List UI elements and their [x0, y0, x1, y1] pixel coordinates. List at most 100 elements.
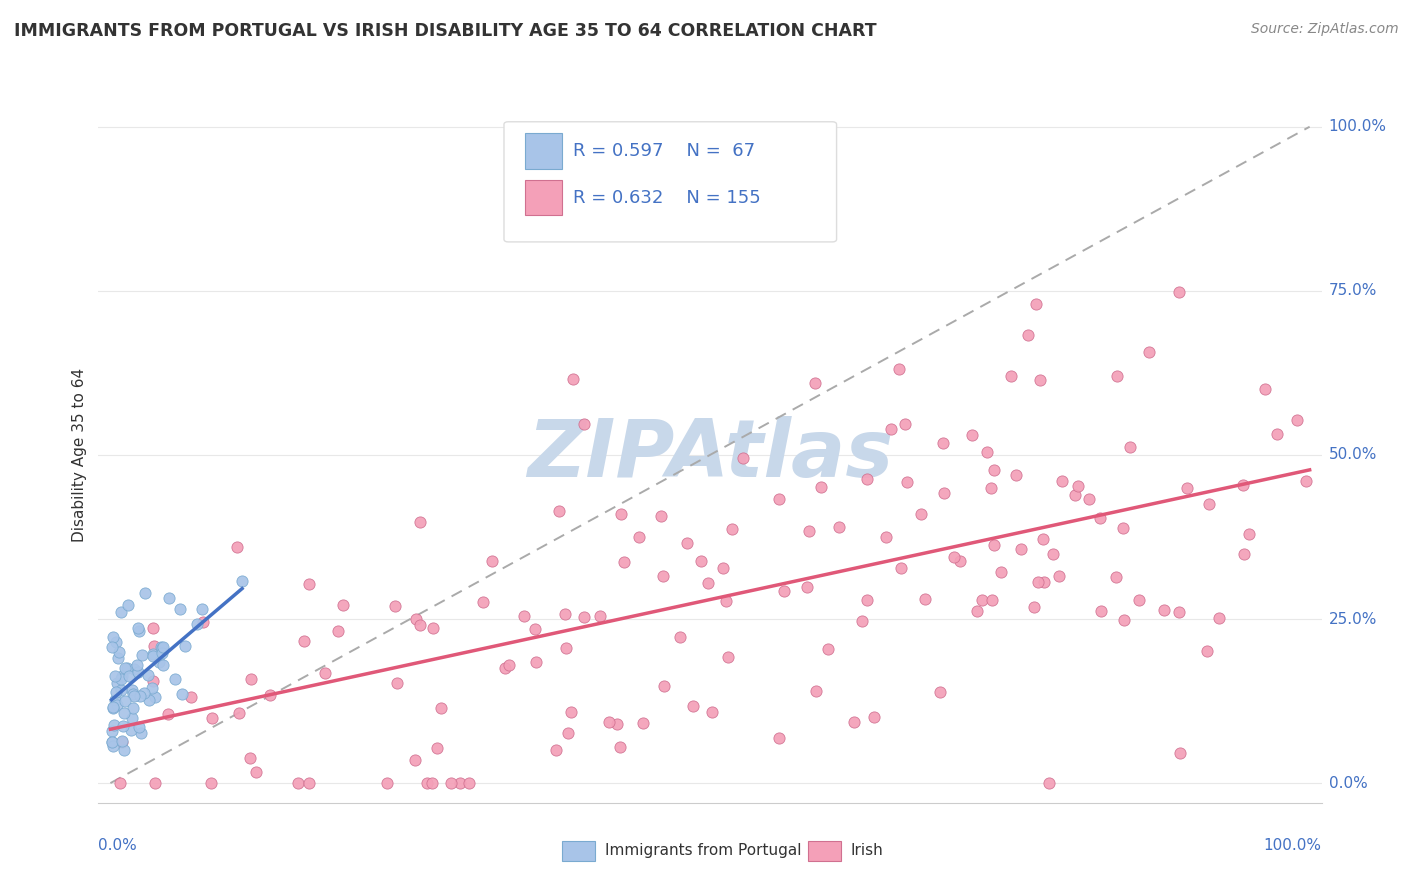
Point — [103, 717, 125, 731]
Point — [150, 641, 173, 656]
Point — [1047, 569, 1070, 583]
Point — [1168, 746, 1191, 760]
Point — [104, 685, 127, 699]
Point — [934, 485, 956, 500]
Point — [114, 694, 136, 708]
Point — [980, 593, 1002, 607]
Point — [292, 634, 315, 648]
Point — [572, 610, 595, 624]
Point — [942, 550, 965, 565]
Point — [121, 711, 143, 725]
Point — [654, 679, 676, 693]
Point — [650, 508, 672, 523]
Point — [1175, 481, 1198, 495]
Point — [226, 541, 249, 555]
Point — [128, 624, 150, 638]
Point — [100, 724, 122, 739]
Point — [122, 700, 145, 714]
Point — [259, 688, 281, 702]
Point — [186, 616, 208, 631]
Point — [768, 731, 790, 745]
Point — [896, 475, 918, 490]
Point — [157, 707, 180, 722]
Point — [676, 535, 699, 549]
Point — [149, 640, 172, 654]
Point — [426, 740, 449, 755]
Text: Immigrants from Portugal: Immigrants from Portugal — [605, 844, 801, 858]
Point — [1295, 475, 1317, 489]
Point — [700, 705, 723, 719]
Point — [142, 674, 165, 689]
Point — [554, 641, 576, 656]
Point — [572, 417, 595, 431]
Point — [1265, 427, 1288, 442]
Point — [696, 576, 718, 591]
Point — [880, 422, 903, 436]
Point — [983, 538, 1005, 552]
Text: ZIPAtlas: ZIPAtlas — [527, 416, 893, 494]
Point — [422, 621, 444, 635]
Point — [949, 554, 972, 568]
Point — [326, 624, 349, 639]
Point — [163, 673, 186, 687]
Point — [405, 612, 427, 626]
Point — [554, 607, 576, 621]
Point — [104, 668, 127, 682]
Point — [103, 700, 125, 714]
Point — [127, 658, 149, 673]
Point — [471, 595, 494, 609]
Point — [1033, 575, 1056, 590]
Point — [721, 522, 744, 536]
Point — [560, 705, 582, 719]
Point — [717, 650, 740, 665]
Point — [797, 524, 820, 539]
Point — [110, 605, 132, 619]
Point — [1197, 644, 1219, 658]
Point — [498, 658, 520, 673]
Point — [191, 601, 214, 615]
Point — [481, 554, 503, 568]
Point — [524, 622, 547, 636]
Point — [1239, 526, 1261, 541]
Point — [298, 776, 321, 790]
Text: Irish: Irish — [851, 844, 883, 858]
Point — [228, 706, 250, 720]
Point — [652, 569, 675, 583]
Point — [856, 472, 879, 486]
Point — [100, 640, 122, 655]
Point — [172, 687, 194, 701]
Point — [117, 599, 139, 613]
Point — [1005, 468, 1028, 483]
Point — [1285, 413, 1308, 427]
Point — [103, 739, 125, 754]
Point — [1107, 369, 1129, 384]
Point — [1000, 369, 1022, 384]
Point — [810, 480, 832, 494]
Point — [117, 660, 139, 674]
Point — [544, 743, 567, 757]
Point — [1139, 344, 1161, 359]
Point — [1090, 511, 1112, 525]
Point — [1090, 604, 1112, 618]
Point — [1232, 478, 1254, 492]
Point — [191, 615, 214, 629]
Point — [773, 583, 796, 598]
Point — [1254, 382, 1277, 396]
Point — [114, 661, 136, 675]
Point — [387, 676, 409, 690]
Point — [122, 662, 145, 676]
Point — [104, 635, 127, 649]
Point — [851, 615, 873, 629]
Text: IMMIGRANTS FROM PORTUGAL VS IRISH DISABILITY AGE 35 TO 64 CORRELATION CHART: IMMIGRANTS FROM PORTUGAL VS IRISH DISABI… — [14, 22, 877, 40]
Point — [100, 735, 122, 749]
Point — [239, 672, 262, 686]
Point — [129, 689, 152, 703]
Point — [118, 669, 141, 683]
Point — [1153, 602, 1175, 616]
Point — [966, 604, 988, 618]
Point — [716, 594, 738, 608]
Point — [201, 711, 224, 725]
Point — [150, 646, 173, 660]
Point — [1128, 593, 1150, 607]
Point — [513, 608, 536, 623]
